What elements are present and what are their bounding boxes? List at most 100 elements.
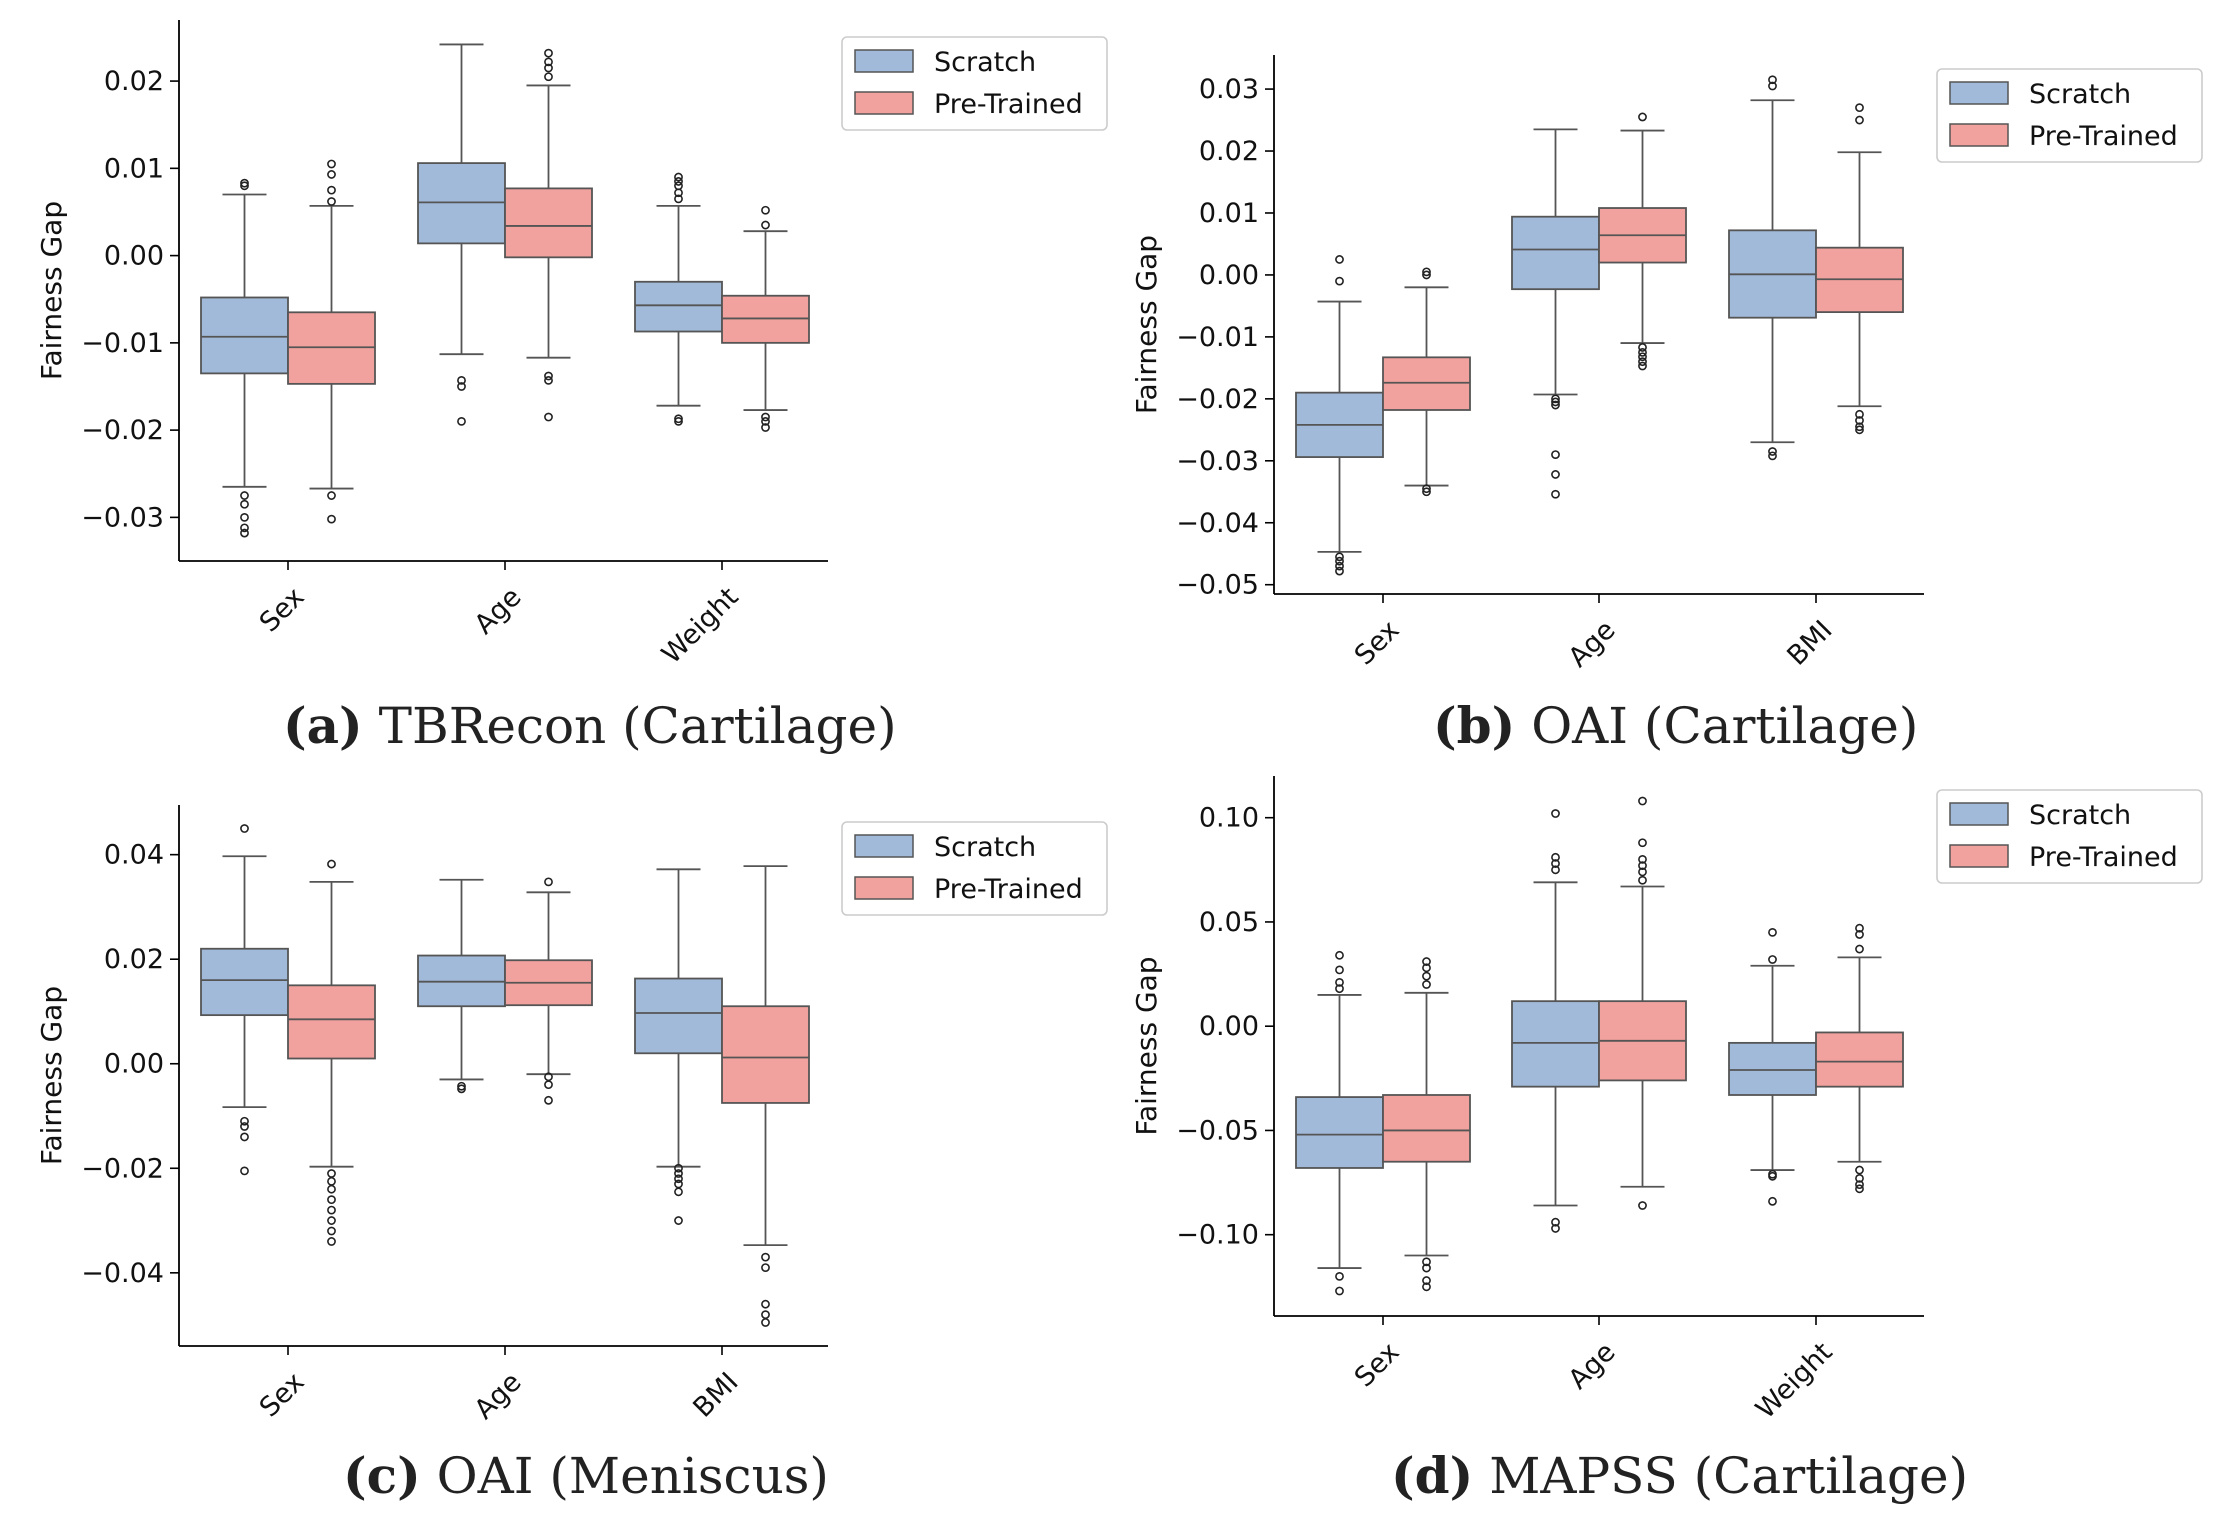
outlier-point [1638,357,1647,367]
caption-a: (a) TBRecon (Cartilage) [283,696,897,755]
outlier-point [1768,1196,1777,1206]
legend-swatch-pretrained [854,91,914,115]
outlier-point [1551,852,1560,862]
outlier-point [544,1095,553,1105]
outlier-point [1335,276,1344,286]
iqr-box [634,280,723,333]
legend-swatch-scratch [1949,802,2009,826]
outlier-point [1335,255,1344,264]
outlier-point [1855,944,1864,954]
x-tick-label: Sex [254,582,311,639]
legend-swatch-pretrained [1949,844,2009,868]
outlier-point [1855,422,1864,432]
outlier-point [544,877,553,887]
outlier-point [327,1176,336,1186]
box-scratch-age [417,878,506,1094]
outlier-point [1638,867,1647,877]
outlier-point [327,1226,336,1236]
box-pretrained-bmi [1815,103,1904,435]
outlier-point [1422,270,1431,280]
outlier-point [1422,484,1431,494]
outlier-point [761,416,770,426]
legend: Scratch Pre-Trained [1936,68,2203,163]
outlier-point [240,1166,249,1176]
legend-label-scratch: Scratch [934,832,1036,863]
outlier-point [240,1132,249,1142]
outlier-point [1551,450,1560,460]
outlier-point [1855,1180,1864,1190]
box-pretrained-age [504,877,593,1105]
outlier-point [1335,1286,1344,1296]
x-tick-label: Age [1563,1337,1622,1396]
outlier-point [1335,566,1344,576]
outlier-point [327,185,336,195]
y-tick-label: 0.05 [1199,907,1259,938]
outlier-point [1855,930,1864,939]
legend: Scratch Pre-Trained [841,821,1108,916]
outlier-point [1551,1217,1560,1227]
outlier-point [674,414,683,424]
iqr-box [287,984,376,1060]
outlier-point [457,375,466,385]
iqr-box [1295,1096,1384,1169]
legend-label-pretrained: Pre-Trained [2029,842,2178,873]
outlier-point [1768,81,1777,91]
legend-label-scratch: Scratch [2029,800,2131,831]
x-tick-label: Weight [656,582,744,670]
outlier-point [240,1122,249,1131]
outlier-point [327,159,336,169]
y-tick-label: −0.04 [1176,508,1259,539]
x-tick-label: Sex [1349,615,1406,672]
caption-b: (b) OAI (Cartilage) [1433,696,1919,755]
outlier-point [1422,957,1431,966]
iqr-box [504,187,593,259]
y-tick-label: −0.03 [1176,446,1259,477]
iqr-box [1511,215,1600,291]
x-tick-label: Age [469,582,528,641]
outlier-point [1638,854,1647,864]
outlier-point [1422,971,1431,981]
box-scratch-bmi [634,868,723,1225]
outlier-point [761,1263,770,1272]
y-tick-label: 0.01 [104,153,164,184]
outlier-point [674,172,683,182]
outlier-point [1768,75,1777,85]
outlier-point [1855,115,1864,125]
outlier-point [1422,1282,1431,1292]
y-tick-label: 0.10 [1199,803,1259,834]
outlier-point [1422,267,1431,277]
y-tick-label: 0.02 [104,944,164,975]
y-tick-label: 0.03 [1199,74,1259,105]
outlier-point [1638,838,1647,848]
y-tick-label: −0.02 [81,1153,164,1184]
outlier-point [1855,103,1864,113]
x-tick-label: Age [469,1367,528,1426]
caption-c: (c) OAI (Meniscus) [343,1446,829,1505]
x-tick-label: Age [1563,615,1622,674]
y-tick-label: −0.02 [81,415,164,446]
outlier-point [674,416,683,426]
legend-label-scratch: Scratch [2029,79,2131,110]
y-tick-label: 0.00 [104,241,164,272]
outlier-point [761,423,770,432]
legend-label-pretrained: Pre-Trained [2029,121,2178,152]
outlier-point [1551,859,1560,868]
outlier-point [674,1163,683,1173]
outlier-point [544,412,553,422]
legend-swatch-scratch [1949,81,2009,105]
legend-swatch-scratch [854,834,914,858]
box-scratch-sex [1295,950,1384,1296]
y-tick-label: 0.01 [1199,198,1259,229]
box-pretrained-age [1598,112,1687,371]
chart-panel-2: 0.03 0.02 0.01 0.00 −0.01 −0.02 −0.03 −0.04 −0.0… [1130,55,2203,674]
outlier-point [457,382,466,391]
box-scratch-weight [634,172,723,426]
outlier-point [674,1169,683,1178]
box-pretrained-sex [1382,267,1471,497]
outlier-point [240,181,249,191]
outlier-point [1551,394,1560,404]
iqr-box [1511,1000,1600,1088]
outlier-point [240,824,249,833]
outlier-point [544,48,553,58]
outlier-point [761,220,770,230]
